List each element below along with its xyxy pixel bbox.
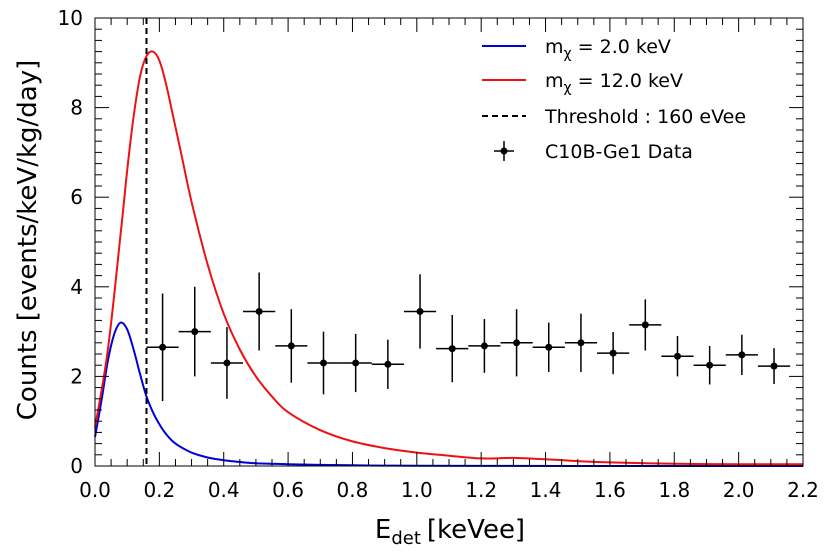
data-point-marker-18 [738,351,746,359]
data-point-marker-11 [513,339,521,347]
legend: mχ = 2.0 keV mχ = 12.0 keV Threshold : 1… [482,36,746,163]
data-point-marker-10 [480,342,488,350]
x-tick-label-5: 1.0 [401,478,433,502]
data-point-marker-8 [416,307,424,315]
x-tick-label-0: 0.0 [79,478,111,502]
data-point-18 [725,334,758,376]
x-tick-label-9: 1.8 [658,478,690,502]
y-tick-label-5: 10 [58,6,83,30]
data-point-marker-6 [352,359,360,367]
axes-layer: 0.0 0.2 0.4 0.6 0.8 1.0 1.2 1.4 1.6 1.8 2.0 2.2 0 2 4 6… [58,6,819,502]
x-tick-label-1: 0.2 [143,478,175,502]
x-axis-title: Edet [keVee] [375,515,525,549]
data-point-16 [661,336,694,377]
data-point-11 [500,309,533,377]
x-tick-label-2: 0.4 [208,478,240,502]
data-point-1 [178,286,211,377]
x-tick-label-6: 1.2 [465,478,497,502]
data-point-marker-16 [673,352,681,360]
legend-mchi-2-main: m [545,36,564,58]
data-point-15 [629,299,662,351]
legend-label-data: C10B-Ge1 Data [545,141,693,163]
data-point-marker-14 [609,349,617,357]
y-tick-label-1: 2 [70,364,83,388]
legend-label-mchi-2: mχ = 2.0 keV [545,36,671,62]
data-point-3 [243,272,276,351]
data-point-marker-9 [448,345,456,353]
x-axis-title-main: E [375,515,391,545]
data-point-2 [210,327,244,399]
data-point-marker-0 [159,343,167,351]
data-point-0 [146,293,179,402]
x-tick-label-7: 1.4 [530,478,562,502]
x-axis-title-unit: [keVee] [427,515,525,545]
data-point-9 [436,315,469,383]
data-point-marker-3 [255,307,263,315]
data-point-marker-4 [287,342,295,350]
data-point-marker-15 [641,321,649,329]
data-point-7 [371,339,404,389]
legend-mchi-12-sub: χ [564,80,572,96]
y-tick-label-2: 4 [70,275,83,299]
data-point-19 [757,348,791,385]
data-point-4 [275,309,308,383]
data-point-13 [564,313,598,372]
x-tick-label-10: 2.0 [723,478,755,502]
data-point-marker-2 [223,359,231,367]
legend-label-mchi-12: mχ = 12.0 keV [545,70,683,96]
data-point-marker-1 [191,328,199,336]
data-point-marker-17 [706,361,714,369]
legend-label-threshold: Threshold : 160 eVee [544,106,746,128]
data-point-8 [403,274,437,349]
data-point-marker-12 [545,343,553,351]
x-tick-label-8: 1.6 [594,478,626,502]
data-points-layer [146,272,791,402]
x-tick-label-11: 2.2 [787,478,819,502]
data-point-12 [532,322,565,372]
data-point-10 [468,319,501,373]
y-tick-label-3: 6 [70,185,83,209]
data-point-6 [339,333,372,393]
data-point-14 [597,332,630,375]
data-point-marker-7 [384,360,392,368]
data-point-17 [693,345,726,385]
y-tick-label-0: 0 [70,454,83,478]
data-point-5 [307,331,340,395]
legend-mchi-12-rest: = 12.0 keV [572,70,683,92]
legend-mchi-2-sub: χ [564,46,572,62]
data-point-marker-13 [577,339,585,347]
legend-mchi-12-main: m [545,70,564,92]
x-tick-label-4: 0.8 [337,478,369,502]
y-axis-title: Counts [events/keV/kg/day] [13,60,43,420]
legend-mchi-2-rest: = 2.0 keV [572,36,671,58]
legend-swatch-data-marker [500,147,508,155]
data-point-marker-5 [319,359,327,367]
data-point-marker-19 [770,362,778,370]
x-axis-title-subscript: det [391,528,421,549]
x-tick-label-3: 0.6 [272,478,304,502]
y-tick-label-4: 8 [70,96,83,120]
